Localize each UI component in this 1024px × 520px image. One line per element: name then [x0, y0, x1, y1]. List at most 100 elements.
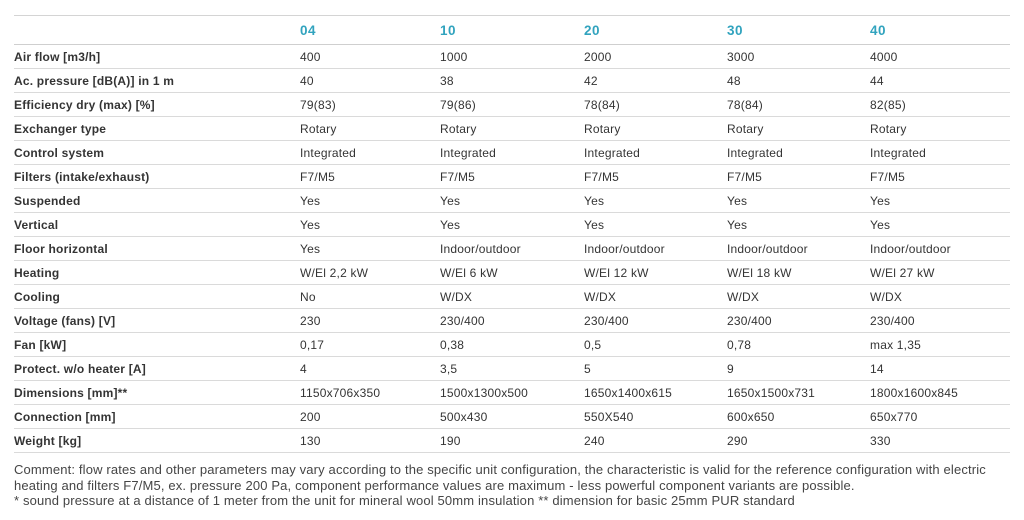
row-value: 650x770	[870, 409, 918, 424]
row-value: 1000	[440, 49, 468, 64]
column-header-20: 20	[584, 22, 601, 38]
row-value: Indoor/outdoor	[727, 241, 808, 256]
table-row: Filters (intake/exhaust) F7/M5 F7/M5 F7/M5 F…	[14, 165, 1010, 189]
column-header-40: 40	[870, 22, 887, 38]
row-value: 500x430	[440, 409, 488, 424]
row-value: Rotary	[440, 121, 477, 136]
row-value: W/El 2,2 kW	[300, 265, 369, 280]
row-value: 40	[300, 73, 314, 88]
row-value: Yes	[727, 217, 748, 232]
row-label: Exchanger type	[14, 121, 107, 136]
row-value: Rotary	[870, 121, 907, 136]
table-row: Cooling No W/DX W/DX W/DX W/DX	[14, 285, 1010, 309]
table-row: Protect. w/o heater [A] 4 3,5 5 9 14	[14, 357, 1010, 381]
row-label: Protect. w/o heater [A]	[14, 361, 146, 376]
row-value: 48	[727, 73, 741, 88]
row-value: 5	[584, 361, 591, 376]
row-value: Rotary	[584, 121, 621, 136]
row-value: Yes	[870, 193, 891, 208]
row-value: 1150x706x350	[300, 385, 381, 400]
row-value: Indoor/outdoor	[584, 241, 665, 256]
row-value: 240	[584, 433, 605, 448]
row-value: F7/M5	[584, 169, 620, 184]
row-label: Air flow [m3/h]	[14, 49, 101, 64]
table-row: Voltage (fans) [V] 230 230/400 230/400 230/4…	[14, 309, 1010, 333]
row-value: Integrated	[440, 145, 497, 160]
table-row: Dimensions [mm]** 1150x706x350 1500x1300x5…	[14, 381, 1010, 405]
row-label: Voltage (fans) [V]	[14, 313, 116, 328]
row-label: Control system	[14, 145, 105, 160]
row-value: 0,38	[440, 337, 465, 352]
row-value: Yes	[440, 193, 461, 208]
row-value: 550X540	[584, 409, 634, 424]
row-value: 78(84)	[727, 97, 763, 112]
row-value: 9	[727, 361, 734, 376]
column-header-30: 30	[727, 22, 744, 38]
row-value: Yes	[440, 217, 461, 232]
table-row: Heating W/El 2,2 kW W/El 6 kW W/El 12 kW W/E…	[14, 261, 1010, 285]
table-row: Connection [mm] 200 500x430 550X540 600x650 6…	[14, 405, 1010, 429]
row-value: 0,78	[727, 337, 752, 352]
row-value: 1500x1300x500	[440, 385, 529, 400]
row-value: Integrated	[300, 145, 357, 160]
row-value: 0,17	[300, 337, 325, 352]
row-value: Integrated	[584, 145, 641, 160]
row-value: 4000	[870, 49, 898, 64]
row-value: W/DX	[870, 289, 903, 304]
table-row: Exchanger type Rotary Rotary Rotary Rotary Ro…	[14, 117, 1010, 141]
table-row: Floor horizontal Yes Indoor/outdoor Indoor/…	[14, 237, 1010, 261]
table-row: Air flow [m3/h] 400 1000 2000 3000 4000	[14, 45, 1010, 69]
row-value: 79(86)	[440, 97, 476, 112]
row-value: 1800x1600x845	[870, 385, 959, 400]
table-header-row: 04 10 20 30 40	[14, 16, 1010, 45]
row-value: W/DX	[727, 289, 760, 304]
row-label: Suspended	[14, 193, 81, 208]
row-value: 3000	[727, 49, 755, 64]
row-value: Yes	[300, 217, 321, 232]
row-value: F7/M5	[727, 169, 763, 184]
row-label: Floor horizontal	[14, 241, 108, 256]
row-value: W/El 12 kW	[584, 265, 649, 280]
row-label: Heating	[14, 265, 60, 280]
row-value: 330	[870, 433, 891, 448]
table-body: Air flow [m3/h] 400 1000 2000 3000 4000 Ac. pr…	[14, 45, 1010, 453]
row-value: 290	[727, 433, 748, 448]
row-value: 130	[300, 433, 321, 448]
footnote-text: * sound pressure at a distance of 1 mete…	[14, 493, 795, 509]
row-label: Vertical	[14, 217, 59, 232]
table-row: Vertical Yes Yes Yes Yes Yes	[14, 213, 1010, 237]
row-value: 78(84)	[584, 97, 620, 112]
row-value: 1650x1500x731	[727, 385, 816, 400]
row-label: Dimensions [mm]**	[14, 385, 128, 400]
row-value: 230/400	[870, 313, 915, 328]
table-row: Efficiency dry (max) [%] 79(83) 79(86) 78(8…	[14, 93, 1010, 117]
row-value: W/El 6 kW	[440, 265, 498, 280]
row-value: F7/M5	[440, 169, 476, 184]
row-value: 230/400	[584, 313, 629, 328]
table-row: Weight [kg] 130 190 240 290 330	[14, 429, 1010, 453]
row-value: 190	[440, 433, 461, 448]
row-label: Cooling	[14, 289, 61, 304]
row-value: Yes	[584, 217, 605, 232]
row-value: 200	[300, 409, 321, 424]
comment-block: Comment: flow rates and other parameters…	[14, 462, 1012, 509]
row-value: Indoor/outdoor	[870, 241, 951, 256]
row-value: Integrated	[870, 145, 927, 160]
row-value: Yes	[870, 217, 891, 232]
column-header-04: 04	[300, 22, 317, 38]
row-value: Yes	[584, 193, 605, 208]
column-header-10: 10	[440, 22, 457, 38]
row-value: 0,5	[584, 337, 602, 352]
row-value: Yes	[300, 193, 321, 208]
row-label: Ac. pressure [dB(A)] in 1 m	[14, 73, 175, 88]
row-value: max 1,35	[870, 337, 921, 352]
spec-table: 04 10 20 30 40 Air flow [m3/h] 400 1000 2000 300…	[14, 15, 1010, 453]
row-value: 4	[300, 361, 307, 376]
row-value: F7/M5	[300, 169, 336, 184]
row-value: 230/400	[727, 313, 772, 328]
comment-text: Comment: flow rates and other parameters…	[14, 462, 986, 493]
row-value: Indoor/outdoor	[440, 241, 521, 256]
row-value: 400	[300, 49, 321, 64]
row-value: 230/400	[440, 313, 485, 328]
table-row: Fan [kW] 0,17 0,38 0,5 0,78 max 1,35	[14, 333, 1010, 357]
